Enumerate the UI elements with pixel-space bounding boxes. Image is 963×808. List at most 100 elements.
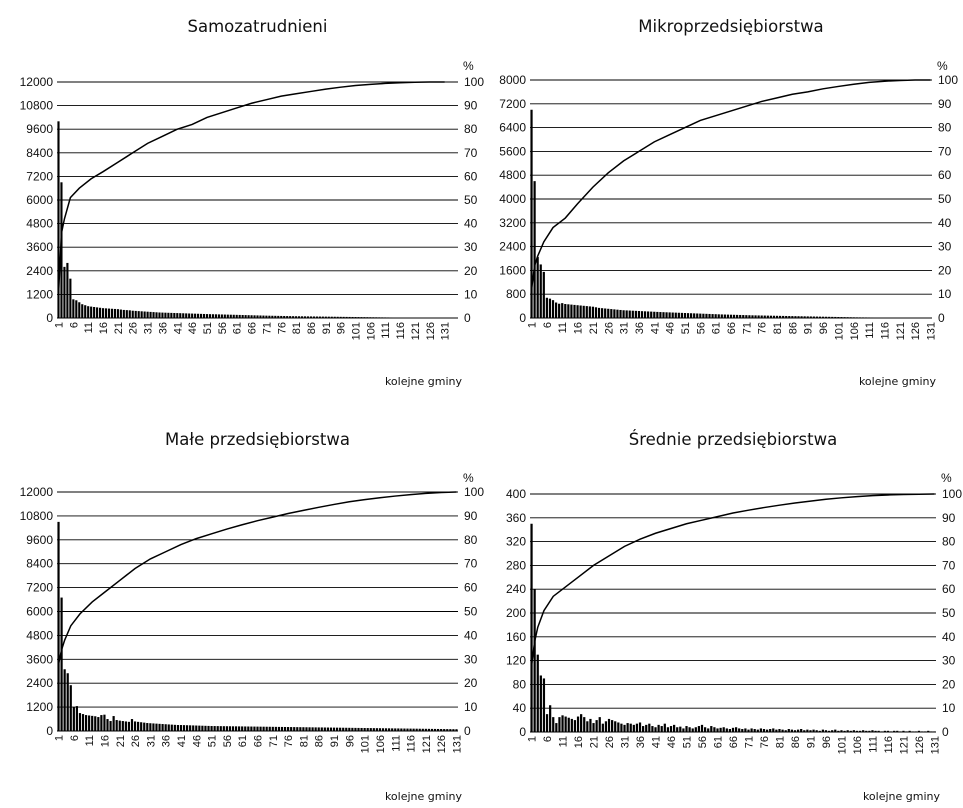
x-tick-label: 116 [883, 736, 895, 754]
bar [262, 726, 265, 731]
chart-title: Średnie przedsiębiorstwa [629, 430, 837, 449]
bar [862, 730, 865, 732]
bar [357, 727, 360, 731]
x-tick-label: 6 [69, 735, 81, 741]
x-tick-label: 6 [542, 736, 554, 742]
bar [327, 316, 330, 318]
bar [339, 727, 342, 731]
bar [363, 317, 366, 318]
x-tick-label: 41 [172, 322, 184, 334]
bar [623, 724, 626, 732]
bar [582, 305, 585, 318]
y-tick-label: 280 [506, 558, 526, 572]
bar [699, 313, 702, 318]
x-tick-label: 131 [925, 322, 937, 340]
bar [564, 716, 567, 732]
bar [889, 731, 893, 732]
bar [131, 310, 134, 318]
bar [837, 316, 840, 318]
x-tick-label: 11 [558, 736, 570, 747]
bar [812, 729, 815, 732]
bar [107, 308, 111, 318]
bar [225, 726, 228, 731]
bar [202, 313, 206, 318]
bar [217, 314, 220, 318]
bar [406, 728, 409, 731]
bar [324, 316, 327, 318]
y-tick-label: 3600 [26, 652, 53, 666]
bar [539, 264, 542, 318]
bar [238, 726, 241, 731]
bar [381, 317, 384, 318]
chart-title: Samozatrudnieni [188, 17, 328, 36]
x-tick-label: 126 [436, 735, 448, 753]
x-tick-label: 21 [588, 322, 600, 334]
bar [295, 316, 298, 318]
bar [711, 314, 714, 318]
bar [265, 726, 268, 731]
x-tick-label: 81 [774, 736, 786, 748]
bar [762, 729, 766, 732]
bar [858, 317, 861, 318]
bar [545, 714, 549, 732]
bar [886, 730, 890, 732]
chart-svg: Średnie przedsiębiorstwa%040801201602002… [506, 430, 962, 803]
y2-tick-label: 80 [464, 533, 478, 547]
bar [235, 314, 238, 318]
y-tick-label: 12000 [20, 485, 54, 499]
bar [794, 316, 797, 318]
bar [710, 726, 713, 732]
bar [271, 726, 274, 731]
y-tick-label: 6000 [26, 605, 53, 619]
bar [803, 730, 806, 732]
bar [167, 724, 170, 731]
bar [81, 714, 85, 731]
y2-tick-label: 70 [938, 144, 952, 158]
bar [303, 316, 307, 318]
bar [88, 715, 91, 731]
bar [676, 727, 679, 732]
x-tick-label: 21 [589, 736, 601, 748]
bar [800, 729, 803, 732]
bar [548, 298, 552, 318]
y-tick-label: 2400 [499, 240, 526, 254]
bar [576, 305, 579, 318]
y-tick-label: 12000 [20, 75, 54, 89]
y2-axis-label: % [463, 471, 474, 485]
bar [94, 716, 97, 731]
bar [321, 316, 324, 318]
y-tick-label: 120 [506, 654, 526, 668]
x-tick-label: 46 [191, 735, 203, 747]
bar [625, 310, 628, 318]
bar [72, 299, 75, 318]
bar [250, 315, 253, 318]
bar [852, 317, 855, 318]
bar [378, 728, 382, 731]
chart-title: Mikroprzedsiębiorstwa [638, 17, 823, 36]
bar [589, 718, 592, 732]
y-tick-label: 1600 [499, 263, 526, 277]
y-tick-label: 0 [46, 724, 53, 738]
bar [308, 727, 311, 731]
bar [118, 720, 121, 731]
bar [72, 707, 75, 731]
bar [616, 309, 619, 318]
bar [837, 730, 840, 732]
bar [103, 714, 106, 731]
bar [253, 726, 256, 731]
x-tick-label: 71 [744, 736, 756, 748]
bar [394, 728, 397, 731]
bar [614, 721, 617, 732]
bar [880, 731, 883, 732]
y-tick-label: 240 [506, 582, 526, 596]
bar [226, 314, 229, 318]
bar [734, 727, 738, 732]
bar [277, 726, 281, 731]
x-tick-label: 41 [651, 736, 663, 748]
bar [198, 725, 201, 731]
bar [199, 313, 203, 318]
bar [403, 728, 406, 731]
bar [555, 723, 558, 732]
bar [306, 316, 310, 318]
y-tick-label: 8400 [26, 557, 53, 571]
